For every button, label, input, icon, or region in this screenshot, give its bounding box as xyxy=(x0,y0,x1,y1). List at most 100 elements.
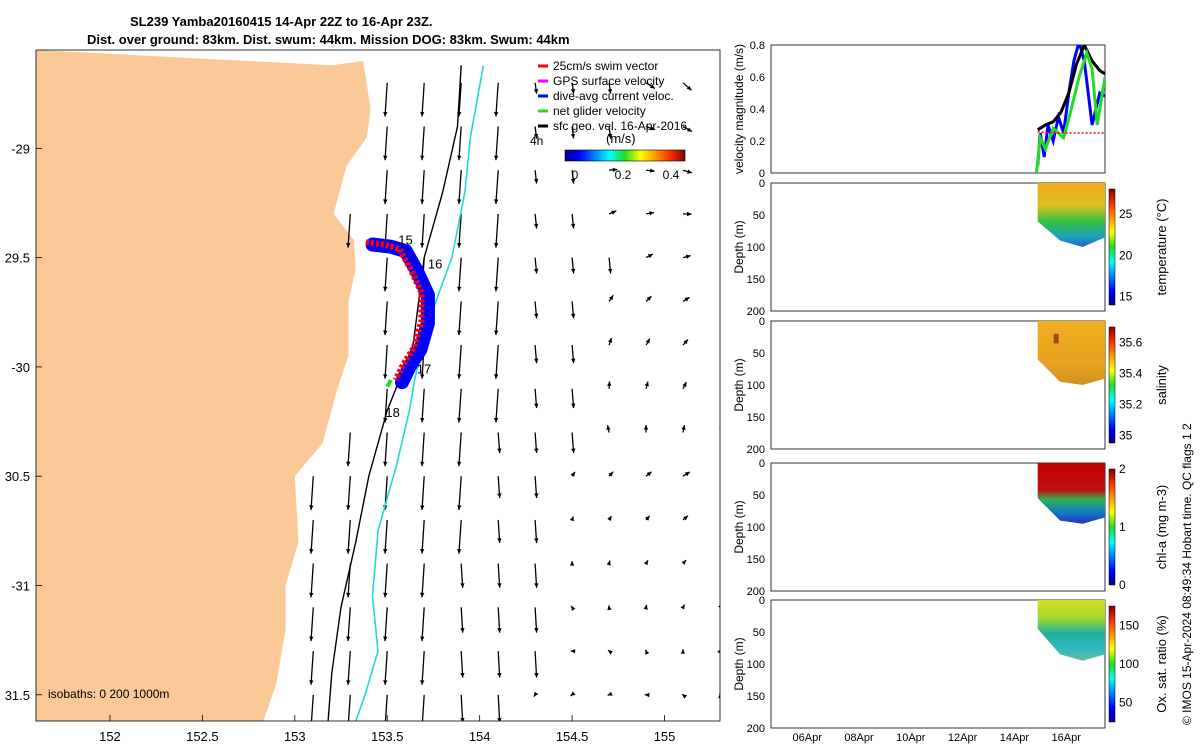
depth-tick-label: 100 xyxy=(747,659,765,671)
oxygen-section-data xyxy=(1037,600,1105,661)
colorbar-tick-label: 20 xyxy=(1119,248,1133,262)
velocity-arrow xyxy=(458,432,462,467)
velocity-arrow-head xyxy=(724,129,729,134)
velocity-arrow-head xyxy=(646,471,652,477)
depth-tick-label: 200 xyxy=(747,723,765,735)
colorbar-title: (m/s) xyxy=(606,131,636,146)
velocity-arrow-head xyxy=(684,471,690,477)
velocity-arrow-head xyxy=(608,471,614,477)
depth-axis-label: Depth (m) xyxy=(732,220,746,273)
velocity-arrow-head xyxy=(685,254,691,259)
velocity-arrow-head xyxy=(309,680,314,685)
velocity-arrow-head xyxy=(383,461,388,467)
velocity-arrow-head xyxy=(645,515,650,521)
colorbar-tick-label: 150 xyxy=(1119,618,1139,632)
velocity-arrow-head xyxy=(346,636,351,642)
velocity-arrow-head xyxy=(494,199,499,204)
temperature-section-panel: 0 50 100 150 200 Depth (m) 15 20 25 temperature (… xyxy=(732,178,1169,318)
map-x-tick-label: 153.5 xyxy=(371,729,404,744)
velocity-arrow xyxy=(458,82,462,117)
velocity-arrow xyxy=(495,213,499,248)
velocity-arrow-head xyxy=(718,605,720,608)
velocity-arrow xyxy=(347,607,351,642)
velocity-arrow xyxy=(347,213,351,248)
velocity-arrow xyxy=(458,213,462,248)
map-y-tick-label: -31 xyxy=(11,578,30,593)
velocity-axes-box xyxy=(770,44,1106,174)
temperature-section-colorbar-label: temperature (°C) xyxy=(1154,199,1169,296)
velocity-arrow-head xyxy=(460,628,465,633)
depth-tick-label: 100 xyxy=(747,380,765,392)
velocity-series-line xyxy=(1036,45,1105,132)
velocity-arrow-head xyxy=(607,381,612,386)
velocity-arrow-head xyxy=(533,691,539,697)
velocity-arrow-head xyxy=(497,673,502,678)
velocity-arrow xyxy=(719,562,720,564)
velocity-arrow xyxy=(421,432,425,467)
velocity-arrow-head xyxy=(611,210,617,215)
isobath-label: isobaths: 0 200 1000m xyxy=(48,687,169,701)
map-x-tick-label: 154 xyxy=(469,729,491,744)
velocity-arrow xyxy=(421,82,425,117)
velocity-arrow-head xyxy=(686,85,692,91)
velocity-arrow-head xyxy=(721,516,726,520)
velocity-arrow-head xyxy=(346,724,350,729)
day-label: 16 xyxy=(428,257,442,272)
date-tick-label: 08Apr xyxy=(844,732,874,744)
colorbar-tick-label: 35.2 xyxy=(1119,397,1143,411)
velocity-arrow-head xyxy=(457,549,462,554)
velocity-arrow-head xyxy=(497,493,502,498)
velocity-y-tick-label: 0.6 xyxy=(750,72,765,84)
velocity-arrow-head xyxy=(607,516,612,521)
velocity-arrow-head xyxy=(681,560,687,565)
velocity-arrow-head xyxy=(460,673,465,678)
velocity-arrow xyxy=(421,607,425,642)
velocity-arrow-head xyxy=(683,515,688,521)
velocity-arrow xyxy=(719,344,720,346)
velocity-arrow xyxy=(384,694,388,721)
velocity-arrow-head xyxy=(309,549,314,554)
velocity-arrow-head xyxy=(646,296,652,301)
depth-tick-label: 0 xyxy=(759,316,765,328)
velocity-arrow-head xyxy=(682,382,687,387)
day-label: 18 xyxy=(385,405,399,420)
velocity-arrow-head xyxy=(420,724,424,729)
velocity-panel: 0 0.2 0.4 0.6 0.8 velocity magnitude (m/s) xyxy=(732,40,1106,180)
depth-axis-label: Depth (m) xyxy=(732,358,746,411)
velocity-arrow-head xyxy=(534,583,539,588)
velocity-arrow-head xyxy=(457,155,462,161)
velocity-arrow-head xyxy=(570,471,575,477)
velocity-arrow xyxy=(421,126,425,161)
velocity-arrow xyxy=(384,126,388,161)
velocity-arrow-head xyxy=(533,133,539,139)
velocity-arrow xyxy=(460,694,464,721)
velocity-arrow-head xyxy=(608,338,613,343)
velocity-arrow-head xyxy=(723,472,728,476)
depth-tick-label: 0 xyxy=(759,595,765,607)
legend-label: 25cm/s swim vector xyxy=(553,59,658,73)
velocity-arrow xyxy=(458,301,462,336)
depth-axis-label: Depth (m) xyxy=(732,637,746,690)
velocity-arrow xyxy=(719,475,720,477)
velocity-arrow xyxy=(384,651,388,685)
velocity-arrow-head xyxy=(346,505,351,510)
velocity-arrow-head xyxy=(346,592,351,598)
velocity-arrow xyxy=(719,430,720,433)
colorbar-tick-label: 1 xyxy=(1119,520,1126,534)
velocity-arrow xyxy=(495,388,499,423)
velocity-arrow-head xyxy=(570,178,576,184)
velocity-arrow xyxy=(458,257,462,292)
oxygen-section-colorbar-label: Ox. sat. ratio (%) xyxy=(1154,615,1169,713)
depth-tick-label: 200 xyxy=(747,586,765,598)
velocity-arrow-head xyxy=(570,89,576,94)
velocity-arrow-head xyxy=(687,127,692,132)
salinity-section-colorbar-label: salinity xyxy=(1154,365,1169,405)
velocity-arrow-head xyxy=(346,243,351,248)
colorbar-tick-label: 2 xyxy=(1119,462,1126,476)
velocity-arrow-head xyxy=(383,374,388,379)
velocity-arrow xyxy=(458,170,462,205)
velocity-arrow-head xyxy=(457,461,462,467)
salinity-high-patch xyxy=(1053,333,1059,344)
depth-tick-label: 100 xyxy=(747,242,765,254)
